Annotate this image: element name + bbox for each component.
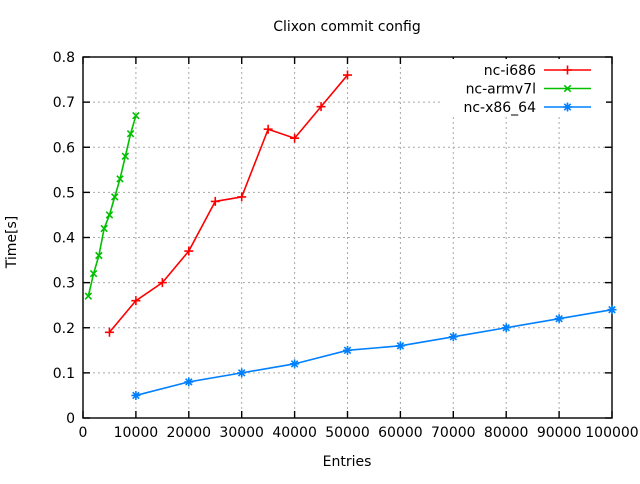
y-tick-label: 0.7 <box>53 95 75 111</box>
y-tick-labels: 0 0.1 0.2 0.3 0.4 0.5 0.6 0.7 0.8 <box>53 50 75 427</box>
y-tick-label: 0.1 <box>53 366 75 382</box>
series-line-nc-i686 <box>108 74 349 333</box>
y-tick-label: 0.8 <box>53 50 75 66</box>
legend-label-nc-armv7l: nc-armv7l <box>466 82 536 98</box>
x-tick-label: 60000 <box>378 425 423 441</box>
x-tick-label: 40000 <box>272 425 317 441</box>
legend-marker-nc-i686 <box>563 65 572 75</box>
data-series <box>84 70 617 400</box>
legend-label-nc-i686: nc-i686 <box>484 63 536 79</box>
y-tick-label: 0.2 <box>53 321 75 337</box>
y-tick-label: 0 <box>66 411 75 427</box>
x-tick-labels: 0 10000 20000 30000 40000 50000 60000 70000 8000… <box>79 425 639 441</box>
legend: nc-i686 nc-armv7l nc-x86_64 <box>442 59 606 117</box>
chart-title: Clixon commit config <box>273 19 421 35</box>
grid-lines <box>83 57 612 418</box>
y-axis-label: Time[s] <box>4 216 20 269</box>
axis-ticks <box>82 56 613 419</box>
legend-label-nc-x86_64: nc-x86_64 <box>463 100 536 116</box>
y-tick-label: 0.5 <box>53 185 75 201</box>
series-line-nc-armv7l <box>87 115 137 297</box>
series-markers-nc-x86_64 <box>131 305 617 400</box>
x-tick-label: 100000 <box>585 425 638 441</box>
y-tick-label: 0.6 <box>53 140 75 156</box>
x-tick-label: 50000 <box>325 425 370 441</box>
y-tick-label: 0.4 <box>53 231 75 247</box>
series-markers-nc-armv7l <box>84 111 140 300</box>
x-tick-label: 90000 <box>537 425 582 441</box>
x-tick-label: 0 <box>79 425 88 441</box>
legend-marker-nc-armv7l <box>563 84 572 93</box>
x-tick-label: 70000 <box>431 425 476 441</box>
x-tick-label: 10000 <box>114 425 159 441</box>
x-tick-label: 30000 <box>219 425 264 441</box>
x-tick-label: 80000 <box>484 425 529 441</box>
series-line-nc-x86_64 <box>135 308 613 397</box>
x-tick-label: 20000 <box>167 425 212 441</box>
legend-marker-nc-x86_64 <box>563 102 572 112</box>
series-markers-nc-i686 <box>104 70 352 337</box>
y-tick-label: 0.3 <box>53 276 75 292</box>
x-axis-label: Entries <box>323 454 372 470</box>
